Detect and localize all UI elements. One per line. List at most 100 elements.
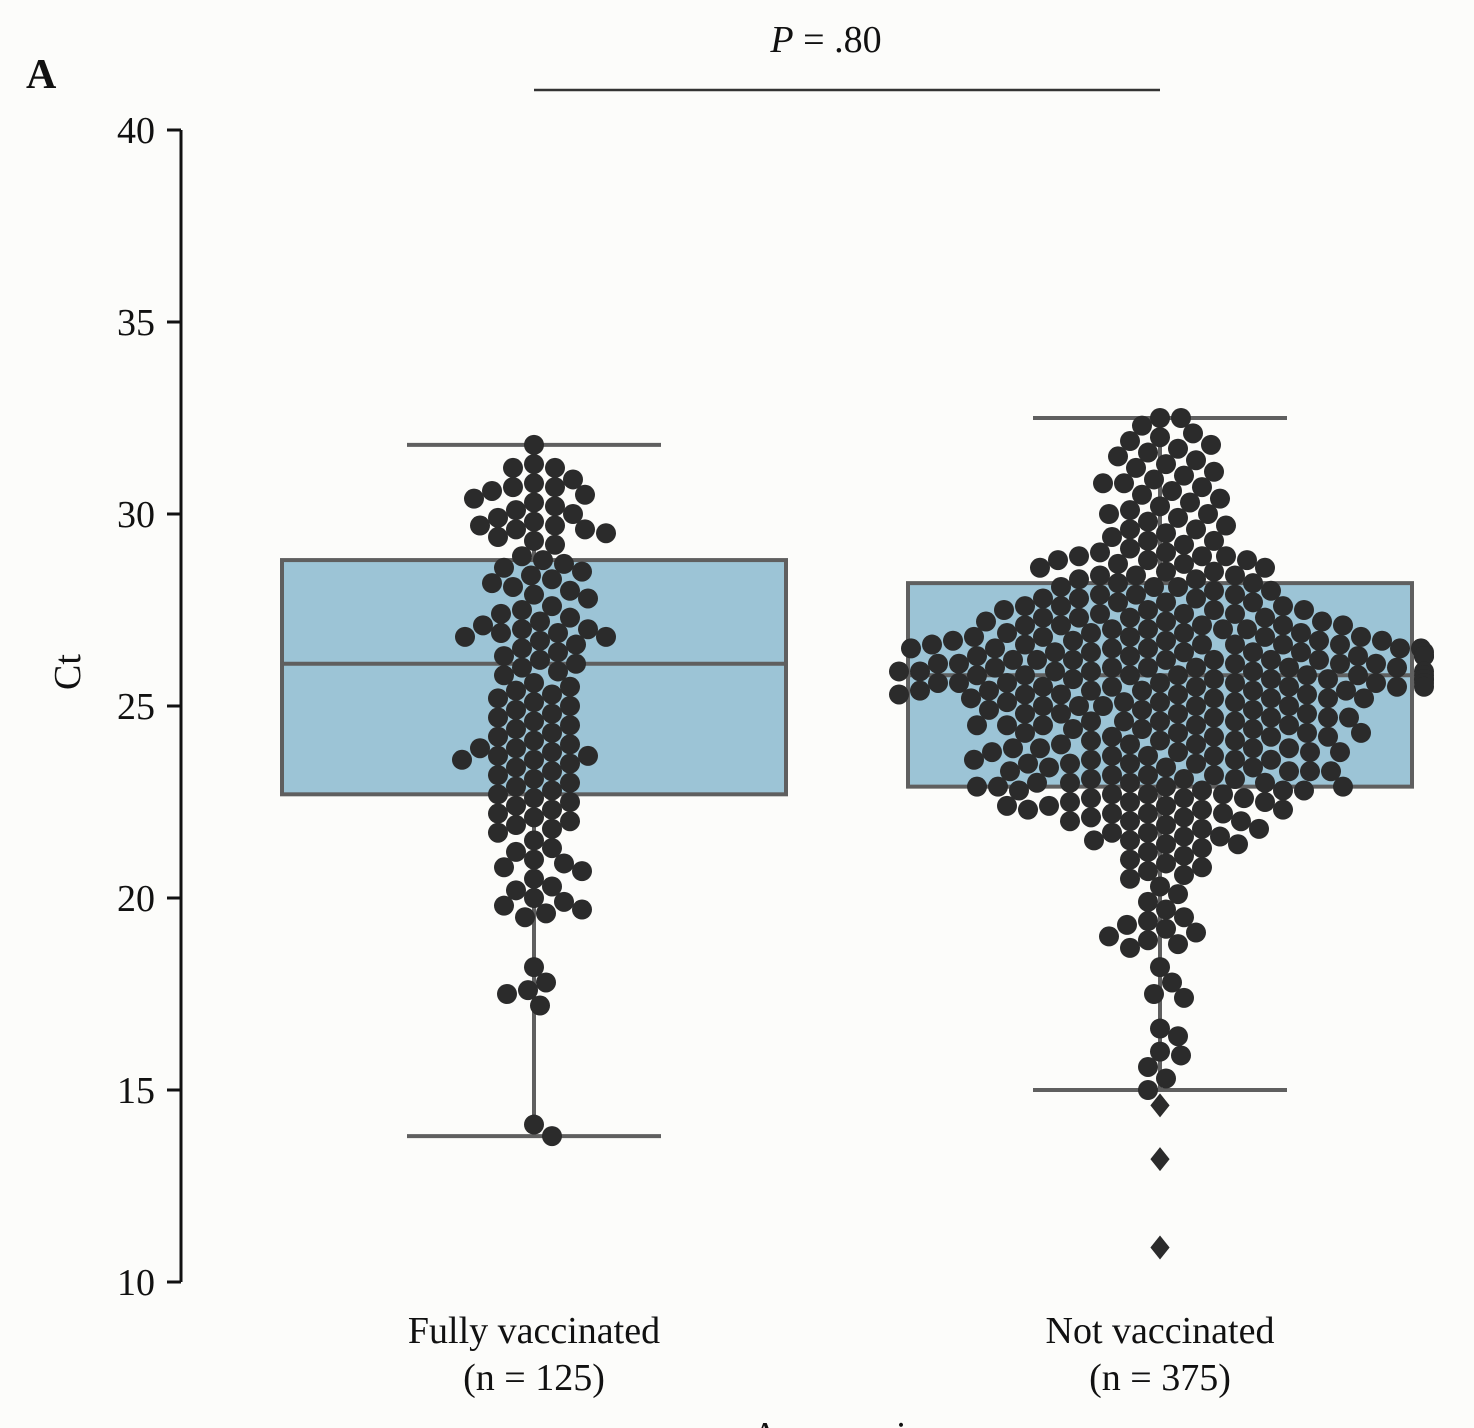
data-point-not-vaccinated — [1033, 626, 1053, 647]
data-point-not-vaccinated — [949, 672, 969, 693]
data-point-not-vaccinated — [1204, 669, 1224, 690]
data-point-not-vaccinated — [1192, 818, 1212, 839]
data-point-fully-vaccinated — [452, 749, 472, 770]
data-point-fully-vaccinated — [524, 788, 544, 809]
data-point-not-vaccinated — [1225, 711, 1245, 732]
data-point-not-vaccinated — [1138, 442, 1158, 463]
data-point-not-vaccinated — [1225, 692, 1245, 713]
data-point-not-vaccinated — [1204, 765, 1224, 786]
data-point-not-vaccinated — [1186, 569, 1206, 590]
data-point-not-vaccinated — [1168, 576, 1188, 597]
data-point-fully-vaccinated — [497, 984, 517, 1004]
data-point-not-vaccinated — [1120, 792, 1140, 812]
data-point-not-vaccinated — [1210, 826, 1230, 847]
data-point-not-vaccinated — [967, 646, 987, 667]
data-point-not-vaccinated — [1015, 615, 1035, 636]
data-point-fully-vaccinated — [488, 507, 508, 528]
data-point-not-vaccinated — [1030, 557, 1050, 578]
data-point-not-vaccinated — [1174, 603, 1194, 624]
data-point-fully-vaccinated — [542, 838, 562, 859]
data-point-not-vaccinated — [1138, 1056, 1158, 1077]
data-point-not-vaccinated — [1309, 649, 1329, 670]
data-point-not-vaccinated — [1114, 473, 1134, 494]
data-point-not-vaccinated — [1117, 914, 1137, 935]
data-point-not-vaccinated — [1204, 580, 1224, 601]
data-point-not-vaccinated — [1120, 538, 1140, 559]
data-point-not-vaccinated — [1093, 696, 1113, 716]
panel-label: A — [26, 52, 57, 98]
data-point-not-vaccinated — [1273, 780, 1293, 801]
data-point-not-vaccinated — [1243, 719, 1263, 740]
data-point-not-vaccinated — [1192, 634, 1212, 655]
data-point-fully-vaccinated — [542, 876, 562, 897]
data-point-not-vaccinated — [1138, 619, 1158, 640]
data-point-fully-vaccinated — [533, 550, 553, 571]
data-point-fully-vaccinated — [578, 619, 598, 640]
data-point-fully-vaccinated — [530, 995, 550, 1016]
data-point-not-vaccinated — [1354, 688, 1374, 709]
data-point-not-vaccinated — [1150, 957, 1170, 978]
data-point-not-vaccinated — [1180, 492, 1200, 513]
data-point-fully-vaccinated — [560, 753, 580, 774]
data-point-not-vaccinated — [1156, 776, 1176, 797]
data-point-not-vaccinated — [889, 661, 909, 682]
data-point-fully-vaccinated — [560, 607, 580, 628]
data-point-not-vaccinated — [1138, 841, 1158, 862]
data-point-fully-vaccinated — [518, 980, 538, 1001]
data-point-not-vaccinated — [1063, 669, 1083, 690]
data-point-fully-vaccinated — [506, 680, 526, 701]
data-point-fully-vaccinated — [560, 715, 580, 736]
data-point-not-vaccinated — [1069, 569, 1089, 590]
data-point-not-vaccinated — [1138, 657, 1158, 678]
data-point-not-vaccinated — [1150, 1018, 1170, 1039]
data-point-not-vaccinated — [1366, 672, 1386, 693]
data-point-not-vaccinated — [1255, 607, 1275, 628]
y-tick-label-20: 20 — [117, 878, 155, 920]
data-point-not-vaccinated — [1033, 715, 1053, 736]
data-point-not-vaccinated — [1186, 696, 1206, 716]
data-point-not-vaccinated — [1204, 649, 1224, 670]
data-point-not-vaccinated — [1318, 707, 1338, 728]
data-point-fully-vaccinated — [545, 477, 565, 498]
data-point-fully-vaccinated — [506, 795, 526, 816]
data-point-not-vaccinated — [1261, 726, 1281, 747]
data-point-not-vaccinated — [1150, 496, 1170, 517]
data-point-not-vaccinated — [1084, 830, 1104, 851]
data-point-not-vaccinated — [1069, 607, 1089, 628]
data-point-not-vaccinated — [1156, 523, 1176, 544]
data-point-not-vaccinated — [1156, 454, 1176, 475]
data-point-not-vaccinated — [1138, 600, 1158, 620]
data-point-not-vaccinated — [1213, 784, 1233, 805]
data-point-fully-vaccinated — [515, 907, 535, 928]
data-point-not-vaccinated — [979, 680, 999, 701]
data-point-not-vaccinated — [889, 684, 909, 705]
data-point-not-vaccinated — [1273, 799, 1293, 820]
data-point-not-vaccinated — [1090, 603, 1110, 624]
data-point-not-vaccinated — [1171, 1045, 1191, 1066]
data-point-not-vaccinated — [997, 623, 1017, 644]
data-point-fully-vaccinated — [548, 642, 568, 663]
data-point-not-vaccinated — [1168, 507, 1188, 528]
data-point-not-vaccinated — [1120, 753, 1140, 774]
data-point-not-vaccinated — [1243, 642, 1263, 663]
data-point-fully-vaccinated — [542, 722, 562, 743]
data-point-not-vaccinated — [1102, 784, 1122, 805]
data-point-fully-vaccinated — [524, 807, 544, 828]
data-point-not-vaccinated — [1000, 761, 1020, 782]
data-point-not-vaccinated — [1120, 734, 1140, 755]
data-point-not-vaccinated — [1156, 918, 1176, 939]
data-point-not-vaccinated — [1330, 653, 1350, 674]
data-point-not-vaccinated — [1150, 1041, 1170, 1062]
data-point-not-vaccinated — [1156, 1068, 1176, 1089]
data-point-not-vaccinated — [1387, 676, 1407, 697]
data-point-not-vaccinated — [1156, 649, 1176, 670]
data-point-not-vaccinated — [1174, 845, 1194, 866]
data-point-not-vaccinated — [1114, 711, 1134, 732]
data-point-not-vaccinated — [1138, 803, 1158, 824]
data-point-not-vaccinated — [1063, 719, 1083, 740]
data-point-not-vaccinated — [1126, 457, 1146, 478]
data-point-fully-vaccinated — [560, 676, 580, 697]
data-point-fully-vaccinated — [491, 623, 511, 644]
data-point-not-vaccinated — [1138, 550, 1158, 571]
data-point-not-vaccinated — [1150, 730, 1170, 751]
